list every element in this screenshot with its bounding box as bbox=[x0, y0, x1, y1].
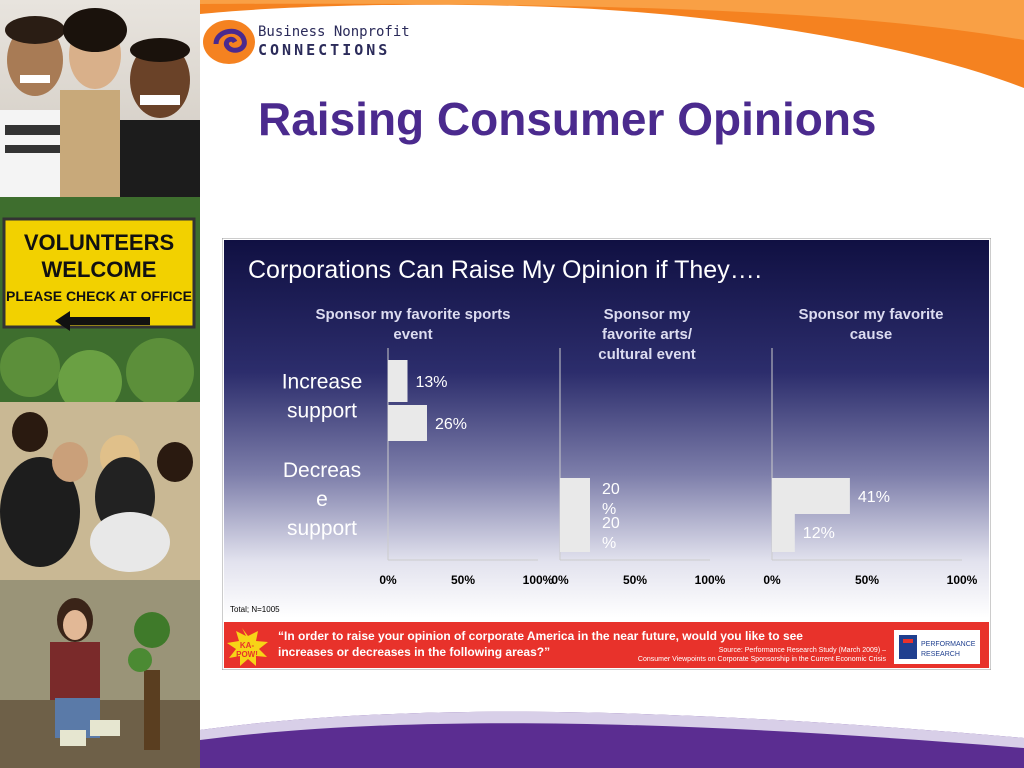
logo-text-line2: RESEARCH bbox=[921, 651, 960, 658]
bar-value-label: % bbox=[602, 535, 616, 552]
x-tick-label: 0% bbox=[763, 573, 781, 587]
bar-0 bbox=[388, 360, 408, 402]
x-tick-label: 50% bbox=[855, 573, 879, 587]
photo-column: VOLUNTEERS WELCOME PLEASE CHECK AT OFFIC… bbox=[0, 0, 200, 768]
source-line1: Source: Performance Research Study (Marc… bbox=[719, 647, 886, 654]
category-label-0: Increase support bbox=[282, 371, 363, 423]
chart-figure: Corporations Can Raise My Opinion if The… bbox=[221, 237, 992, 671]
chart-note: Total; N=1005 bbox=[230, 605, 280, 614]
x-tick-label: 100% bbox=[947, 573, 978, 587]
category-label-line: e bbox=[316, 488, 328, 511]
orange-top-swoosh bbox=[200, 0, 1024, 88]
performance-research-logo: PERFORMANCE RESEARCH bbox=[894, 630, 980, 664]
x-tick-label: 100% bbox=[523, 573, 554, 587]
x-tick-label: 0% bbox=[379, 573, 397, 587]
business-nonprofit-connections-logo-icon bbox=[203, 20, 255, 64]
question-line2: increases or decreases in the following … bbox=[278, 645, 550, 659]
panel-title-line: event bbox=[393, 326, 432, 343]
slide-title: Raising Consumer Opinions bbox=[258, 93, 877, 145]
panel-title-line: favorite arts/ bbox=[602, 326, 693, 343]
category-label-1: Decreas e support bbox=[283, 459, 361, 540]
bar-value-label: 20 bbox=[602, 515, 620, 532]
burst-text-line2: POW! bbox=[236, 650, 258, 659]
brand-name-line2: CONNECTIONS bbox=[258, 41, 391, 59]
category-label-line: support bbox=[287, 400, 357, 423]
arrow-left-icon bbox=[55, 311, 150, 331]
question-banner bbox=[224, 622, 989, 668]
photo-group-activity bbox=[0, 402, 200, 580]
panel-title-line: cultural event bbox=[598, 346, 696, 363]
bar-value-label: 26% bbox=[435, 416, 467, 433]
bar-1 bbox=[772, 512, 795, 552]
x-tick-label: 100% bbox=[695, 573, 726, 587]
category-label-line: Decreas bbox=[283, 459, 361, 482]
bar-value-label: 13% bbox=[416, 374, 448, 391]
bar-value-label: 20 bbox=[602, 481, 620, 498]
bar-1 bbox=[388, 405, 427, 441]
kapow-burst-icon: KA- POW! bbox=[227, 628, 268, 666]
panel-title-line: Sponsor my favorite bbox=[798, 306, 943, 323]
panel-1: Sponsor my favorite arts/cultural event 20… bbox=[551, 306, 725, 587]
category-label-line: support bbox=[287, 517, 357, 540]
panel-title: Sponsor my favorite sports event bbox=[315, 306, 510, 343]
sign-line3: PLEASE CHECK AT OFFICE bbox=[6, 288, 192, 304]
bar-value-label: 12% bbox=[803, 525, 835, 542]
category-label-line: Increase bbox=[282, 371, 363, 394]
panel-title-line: Sponsor my favorite sports bbox=[315, 306, 510, 323]
question-line1: “In order to raise your opinion of corpo… bbox=[278, 629, 803, 643]
bar-value-label: % bbox=[602, 501, 616, 518]
panel-0: Sponsor my favorite sports event 13% 26% 0% 5… bbox=[315, 306, 553, 587]
photo-planting-tree bbox=[0, 580, 200, 768]
orange-top-highlight bbox=[200, 0, 1024, 40]
x-tick-label: 50% bbox=[623, 573, 647, 587]
x-tick-label: 50% bbox=[451, 573, 475, 587]
panel-title-line: Sponsor my bbox=[604, 306, 691, 323]
panel-2: Sponsor my favorite cause 41% 12% 0% 50% 100% bbox=[763, 306, 977, 587]
performance-research-logo-icon bbox=[899, 635, 917, 659]
sign-line1: VOLUNTEERS bbox=[24, 230, 174, 255]
photo-smiling-group bbox=[0, 0, 200, 197]
bar-1 bbox=[560, 512, 590, 552]
chart-panels: Sponsor my favorite sports event 13% 26% 0% 5… bbox=[315, 306, 977, 587]
logo-text-line1: PERFORMANCE bbox=[921, 641, 976, 648]
purple-bottom-highlight bbox=[200, 711, 1024, 748]
bar-0 bbox=[772, 478, 850, 514]
brand-name-line1: Business Nonprofit bbox=[258, 24, 410, 40]
chart-background bbox=[224, 240, 989, 618]
chart-svg: Corporations Can Raise My Opinion if The… bbox=[221, 237, 992, 671]
category-labels: Increase support Decreas e support bbox=[282, 371, 363, 541]
chart-title: Corporations Can Raise My Opinion if The… bbox=[248, 256, 762, 284]
panel-title: Sponsor my favorite arts/cultural event bbox=[598, 306, 696, 363]
panel-title-line: cause bbox=[850, 326, 893, 343]
sign-line2: WELCOME bbox=[42, 257, 157, 282]
x-tick-label: 0% bbox=[551, 573, 569, 587]
bar-0 bbox=[560, 478, 590, 514]
burst-text-line1: KA- bbox=[240, 641, 255, 650]
source-line2: Consumer Viewpoints on Corporate Sponsor… bbox=[638, 656, 887, 663]
panel-title: Sponsor my favorite cause bbox=[798, 306, 943, 343]
bar-value-label: 41% bbox=[858, 489, 890, 506]
photo-volunteers-sign: VOLUNTEERS WELCOME PLEASE CHECK AT OFFIC… bbox=[0, 197, 200, 402]
